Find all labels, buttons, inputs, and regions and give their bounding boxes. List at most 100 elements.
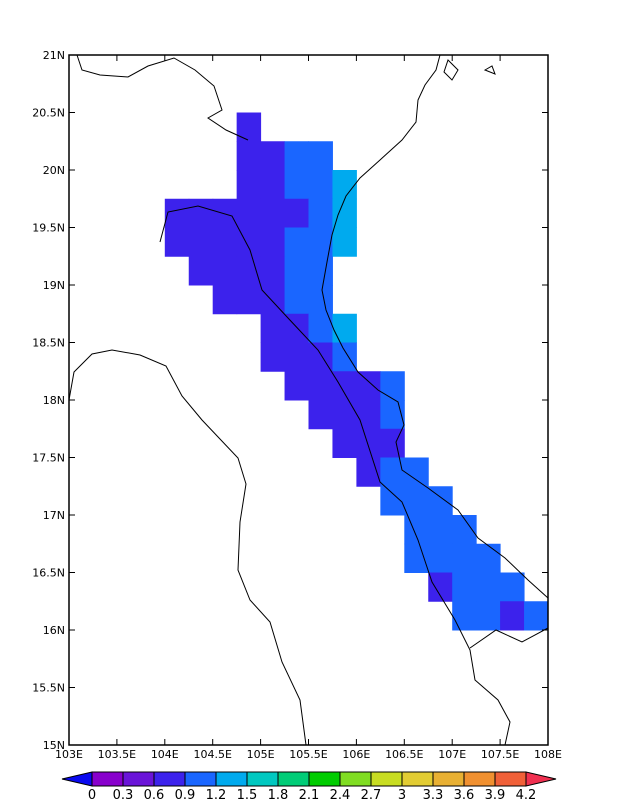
colorbar-label: 3.6 — [454, 788, 475, 800]
grid-cell — [452, 572, 477, 602]
colorbar-box — [432, 771, 465, 787]
grid-cell — [188, 227, 214, 257]
grid-cell — [356, 371, 381, 401]
grid-cell — [380, 457, 405, 487]
grid-cell — [356, 400, 381, 430]
colorbar-over — [525, 771, 557, 787]
grid-cell — [236, 285, 262, 315]
grid-cell — [332, 313, 357, 343]
grid-cell — [308, 198, 333, 228]
grid-cell — [404, 486, 429, 516]
colorbar-label: 0.9 — [175, 788, 196, 800]
grid-cell — [476, 572, 501, 602]
colorbar-box — [308, 771, 341, 787]
grid-cell — [428, 572, 453, 602]
colorbar-box — [122, 771, 155, 787]
grid-cell — [164, 198, 190, 228]
x-tick-label: 107.5E — [481, 748, 519, 761]
colorbar-label: 2.7 — [361, 788, 382, 800]
grid-cell — [284, 342, 309, 372]
x-tick-label: 104E — [151, 748, 179, 761]
grid-cell — [260, 313, 286, 343]
x-tick-label: 105E — [247, 748, 275, 761]
grid-cell — [260, 256, 286, 286]
grid-cell — [236, 112, 262, 142]
grid-cell — [188, 198, 214, 228]
colorbar-box — [494, 771, 527, 787]
grid-cell — [284, 256, 309, 286]
colorbar-box — [153, 771, 186, 787]
grid-cell — [236, 141, 262, 171]
grid-cell — [308, 141, 333, 171]
colorbar: 0 0.3 0.6 0.9 1.2 1.5 1.8 2.1 2.4 2.7 3 3.3 3.6 3.9 4.… — [61, 771, 557, 800]
grid-cell — [212, 285, 238, 315]
colorbar-box — [246, 771, 279, 787]
colorbar-label: 2.1 — [299, 788, 320, 800]
x-tick-label: 106.5E — [385, 748, 423, 761]
x-tick-label: 107E — [438, 748, 466, 761]
colorbar-box — [370, 771, 403, 787]
grid-cell — [236, 198, 262, 228]
colorbar-label: 3 — [398, 788, 406, 800]
colorbar-box — [401, 771, 434, 787]
y-tick-label: 19.5N — [32, 222, 65, 235]
x-tick-label: 103.5E — [98, 748, 136, 761]
y-tick-label: 17.5N — [32, 452, 65, 465]
grid-cell — [260, 342, 286, 372]
grid-cell — [356, 428, 381, 458]
grid-cell — [284, 170, 309, 200]
colorbar-box — [339, 771, 372, 787]
grid-cell — [308, 400, 333, 430]
border — [68, 349, 307, 746]
colorbar-label: 0.6 — [144, 788, 165, 800]
y-tick-label: 19N — [43, 279, 65, 292]
grid-cell — [500, 601, 525, 631]
colorbar-label: 3.9 — [485, 788, 506, 800]
grid-cell — [236, 256, 262, 286]
y-tick-label: 20.5N — [32, 107, 65, 120]
colorbar-label: 1.5 — [237, 788, 258, 800]
x-tick-label: 106E — [342, 748, 370, 761]
grid-cell — [308, 285, 333, 315]
grid-cell — [260, 198, 286, 228]
grid-cell — [308, 170, 333, 200]
grid-cell — [212, 198, 238, 228]
grid-cell — [284, 227, 309, 257]
colorbar-label: 4.2 — [516, 788, 537, 800]
grid-cell — [332, 170, 357, 200]
grid-cell — [476, 601, 501, 631]
grid-cell — [332, 342, 357, 372]
grid-cell — [380, 371, 405, 401]
y-tick-label: 15N — [43, 739, 65, 752]
coastline — [321, 54, 549, 599]
coastlines — [68, 54, 549, 746]
island — [483, 65, 496, 75]
y-tick-label: 17N — [43, 509, 65, 522]
grid-cell — [284, 371, 309, 401]
border — [76, 54, 249, 141]
grid-cell — [308, 256, 333, 286]
grid-cell — [188, 256, 214, 286]
colorbar-label: 0 — [88, 788, 96, 800]
grid-cell — [308, 313, 333, 343]
colorbar-box — [463, 771, 496, 787]
grid-cell — [332, 198, 357, 228]
grid-cell — [212, 256, 238, 286]
y-tick-label: 16.5N — [32, 567, 65, 580]
colorbar-box — [91, 771, 124, 787]
x-tick-label: 104.5E — [193, 748, 231, 761]
axes: 103E 103.5E 104E 104.5E 105E 105.5E 106E 106.5E… — [32, 49, 562, 761]
x-tick-label: 103E — [55, 748, 83, 761]
grid-cell — [404, 457, 429, 487]
colorbar-box — [277, 771, 310, 787]
y-tick-label: 20N — [43, 164, 65, 177]
y-tick-label: 15.5N — [32, 682, 65, 695]
y-tick-label: 21N — [43, 49, 65, 62]
grid-cell — [284, 285, 309, 315]
island — [443, 59, 459, 81]
grid-cell — [260, 141, 286, 171]
colorbar-box — [215, 771, 248, 787]
grid-cell — [452, 601, 477, 631]
grid-cell — [332, 428, 357, 458]
